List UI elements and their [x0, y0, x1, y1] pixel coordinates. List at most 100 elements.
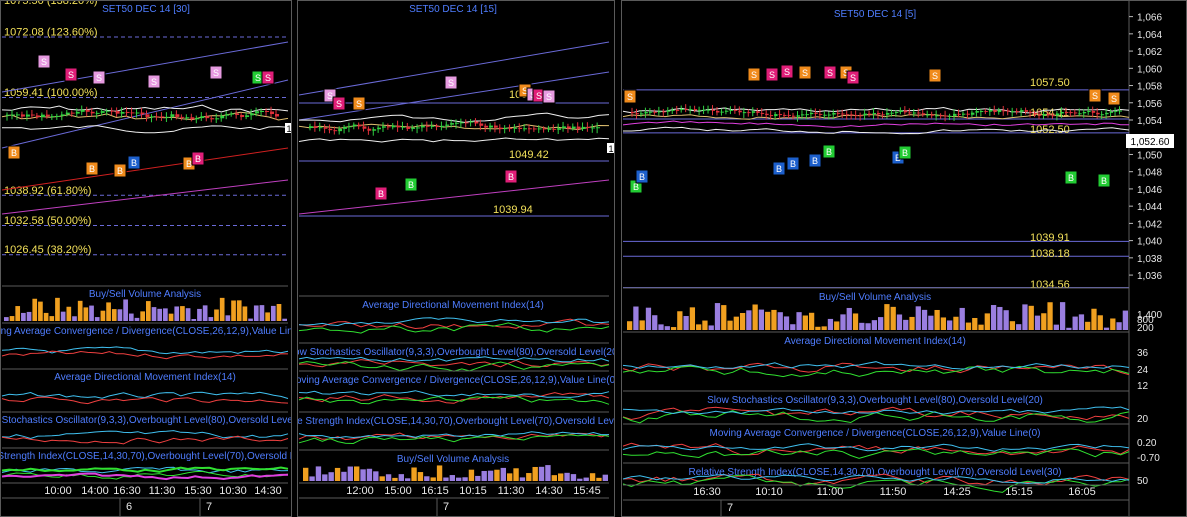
volume-bar — [117, 309, 123, 321]
volume-bar — [896, 314, 903, 330]
signal-marker-B-9 — [113, 163, 127, 178]
candle-body — [362, 126, 367, 129]
candle-body — [868, 113, 872, 115]
volume-bar — [532, 466, 538, 481]
ma-line-white-2 — [1, 125, 289, 134]
chart-panel-30min[interactable]: SET50 DEC 14 [30] 1075.50 (138.20%) 1072.0… — [0, 0, 292, 517]
volume-bar — [15, 306, 21, 321]
volume-bar — [984, 313, 990, 330]
volume-bar — [163, 308, 168, 321]
y-tick-label: 1,040 — [1137, 237, 1162, 248]
last-price-box — [1126, 134, 1174, 148]
volume-bar — [752, 304, 758, 330]
signal-label: S — [546, 92, 552, 102]
candle-body — [210, 118, 215, 120]
volume-bar — [972, 317, 978, 330]
chart-30min-svg[interactable]: SET50 DEC 14 [30] 1075.50 (138.20%) 1072.0… — [0, 0, 292, 517]
candle-body — [653, 111, 657, 113]
chart-panel-15min[interactable]: SET50 DEC 14 [15]1053.721049.421039.94SS… — [297, 0, 615, 517]
volume-bar — [1085, 321, 1091, 330]
volume-bar — [157, 308, 163, 321]
chart-panel-5min[interactable]: SET50 DEC 14 [5] 1,066 1,064 1,062 1,060 1,05… — [621, 0, 1187, 517]
volume-bar — [146, 301, 151, 321]
volume-bar — [507, 473, 513, 481]
signal-label: B — [11, 148, 17, 158]
volume-bar — [38, 301, 43, 321]
candle-body — [1051, 115, 1055, 117]
signal-label: S — [751, 70, 757, 80]
chart-title: SET50 DEC 14 [5] — [834, 9, 916, 20]
volume-bar — [487, 470, 494, 481]
volume-bar — [739, 313, 746, 330]
candle-body — [675, 109, 680, 111]
signal-marker-S-3 — [444, 75, 458, 90]
signal-label: S — [784, 67, 790, 77]
signal-label: B — [89, 164, 95, 174]
y-tick-label: 1,056 — [1137, 99, 1162, 110]
fib-level-top: 1075.50 (138.20%) — [4, 0, 98, 7]
candle-body — [742, 112, 747, 114]
candle-body — [309, 126, 313, 128]
time-label: 14:30 — [535, 485, 563, 497]
signal-marker-S-0 — [623, 89, 637, 104]
signal-label: S — [96, 73, 102, 83]
candle-body — [591, 127, 596, 129]
volume-bar — [4, 317, 9, 321]
volume-bar — [658, 324, 664, 330]
volume-bar — [456, 477, 462, 481]
signal-label: S — [850, 73, 856, 83]
candle-body — [724, 110, 729, 112]
signal-marker-S-6 — [261, 70, 275, 85]
chart-5min-svg[interactable]: SET50 DEC 14 [5] 1,066 1,064 1,062 1,060 1,05… — [621, 0, 1187, 517]
volume-bar — [1072, 316, 1078, 330]
time-label: 15:30 — [184, 485, 212, 497]
candle-body — [30, 114, 35, 116]
candle-body — [1096, 112, 1100, 115]
price-label: 1039.94 — [493, 204, 533, 216]
signal-marker-S-2 — [92, 70, 106, 85]
candle-body — [552, 128, 557, 130]
volume-bar — [802, 315, 808, 330]
volume-bar — [128, 313, 134, 321]
day-label: 7 — [443, 501, 449, 513]
candle-body — [532, 128, 537, 130]
signal-label: S — [536, 91, 542, 101]
candle-body — [631, 112, 635, 114]
candle-body — [702, 109, 707, 111]
volume-bar — [639, 320, 645, 330]
ma-line-white — [622, 106, 1130, 114]
signal-label: S — [41, 57, 47, 67]
volume-bar — [430, 477, 436, 481]
candle-body — [425, 125, 430, 127]
candle-body — [1091, 110, 1096, 113]
candle-body — [689, 109, 693, 111]
signal-marker-S-7 — [846, 70, 860, 85]
time-label: 15:15 — [1005, 486, 1033, 498]
time-label: 11:30 — [498, 485, 525, 497]
candle-body — [1024, 110, 1029, 112]
signal-label: B — [1068, 173, 1074, 183]
candle-body — [566, 126, 571, 129]
candle-body — [890, 112, 894, 114]
volume-bar — [928, 315, 934, 330]
candle-body — [245, 115, 250, 118]
candle-body — [557, 128, 562, 130]
time-label: 16:05 — [1068, 486, 1096, 498]
volume-bar — [481, 470, 487, 481]
volume-bar — [997, 306, 1003, 330]
volume-bar — [1022, 304, 1028, 330]
chart-15min-svg[interactable]: SET50 DEC 14 [15]1053.721049.421039.94SS… — [297, 0, 615, 517]
volume-bar — [214, 309, 219, 321]
volume-bar — [424, 476, 430, 481]
volume-bar — [270, 305, 276, 321]
trend-line-upper — [1, 41, 289, 93]
volume-bar — [309, 476, 315, 481]
indicator-line-3 — [298, 431, 609, 439]
volume-bar — [677, 311, 683, 330]
candle-body — [455, 122, 459, 124]
volume-bar — [475, 475, 481, 481]
volume-bar — [66, 306, 72, 321]
candle-body — [35, 115, 40, 118]
volume-bar — [934, 309, 940, 330]
volume-bar — [185, 308, 191, 321]
